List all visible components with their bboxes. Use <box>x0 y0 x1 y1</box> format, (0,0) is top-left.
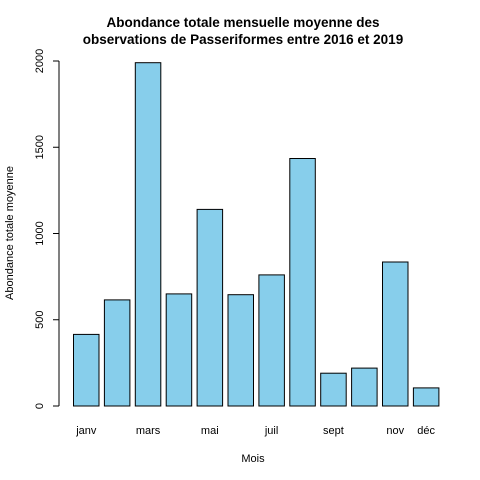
x-axis-labels: janv mars mai juil sept nov déc <box>75 425 435 437</box>
x-tick-label-nov: nov <box>386 425 404 437</box>
x-tick-label-juil: juil <box>264 425 278 437</box>
x-tick-label-mai: mai <box>201 425 219 437</box>
y-tick-label-2000: 2000 <box>34 49 46 73</box>
bars-group <box>73 62 440 407</box>
y-axis-title: Abondance totale moyenne <box>4 166 16 300</box>
x-tick-label-janv: janv <box>75 425 97 437</box>
bar-déc <box>412 387 440 407</box>
x-axis-title: Mois <box>241 453 265 465</box>
y-tick-label-1000: 1000 <box>34 221 46 245</box>
y-axis: 0 500 1000 1500 2000 <box>34 49 60 409</box>
bar-mars <box>134 62 162 407</box>
chart-title-line-1: Abondance totale mensuelle moyenne des <box>106 15 379 30</box>
chart-title-line-2: observations de Passeriformes entre 2016… <box>83 32 403 47</box>
bar-nov <box>382 261 409 407</box>
bar-sept <box>320 372 347 407</box>
bar-janv <box>73 333 100 407</box>
x-tick-label-sept: sept <box>323 425 344 437</box>
y-tick-label-0: 0 <box>34 403 46 409</box>
bar-févr <box>103 299 131 407</box>
y-tick-label-500: 500 <box>34 311 46 329</box>
bar-mai <box>196 208 224 407</box>
bar-juil <box>258 274 285 407</box>
bar-oct <box>351 367 378 407</box>
x-tick-label-mars: mars <box>136 425 161 437</box>
x-tick-label-déc: déc <box>417 425 435 437</box>
bar-juin <box>227 294 254 407</box>
bar-août <box>289 158 316 407</box>
y-tick-label-1500: 1500 <box>34 135 46 159</box>
bar-avr <box>165 293 193 407</box>
